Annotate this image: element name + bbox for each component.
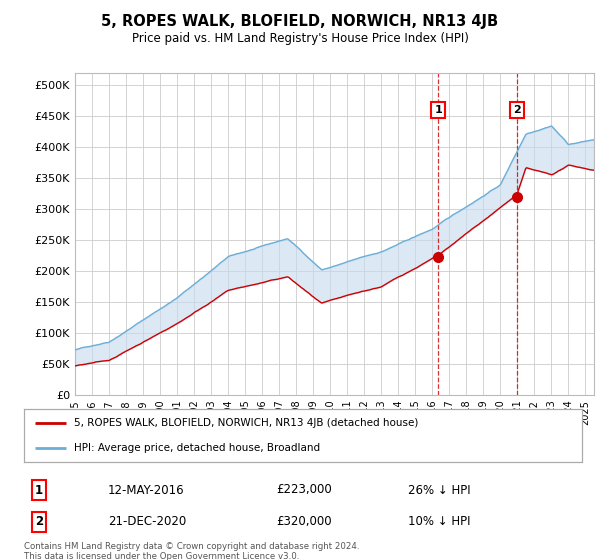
Text: 1: 1 [434,105,442,115]
Text: 21-DEC-2020: 21-DEC-2020 [108,515,186,529]
Text: 5, ROPES WALK, BLOFIELD, NORWICH, NR13 4JB (detached house): 5, ROPES WALK, BLOFIELD, NORWICH, NR13 4… [74,418,419,428]
Text: 5, ROPES WALK, BLOFIELD, NORWICH, NR13 4JB: 5, ROPES WALK, BLOFIELD, NORWICH, NR13 4… [101,14,499,29]
Text: 2: 2 [513,105,521,115]
Text: £320,000: £320,000 [276,515,332,529]
Text: 26% ↓ HPI: 26% ↓ HPI [408,483,470,497]
Text: 10% ↓ HPI: 10% ↓ HPI [408,515,470,529]
Text: 1: 1 [35,483,43,497]
Text: Price paid vs. HM Land Registry's House Price Index (HPI): Price paid vs. HM Land Registry's House … [131,32,469,45]
Text: 2: 2 [35,515,43,529]
Text: £223,000: £223,000 [276,483,332,497]
Text: HPI: Average price, detached house, Broadland: HPI: Average price, detached house, Broa… [74,442,320,452]
Text: 12-MAY-2016: 12-MAY-2016 [108,483,185,497]
Text: Contains HM Land Registry data © Crown copyright and database right 2024.
This d: Contains HM Land Registry data © Crown c… [24,542,359,560]
